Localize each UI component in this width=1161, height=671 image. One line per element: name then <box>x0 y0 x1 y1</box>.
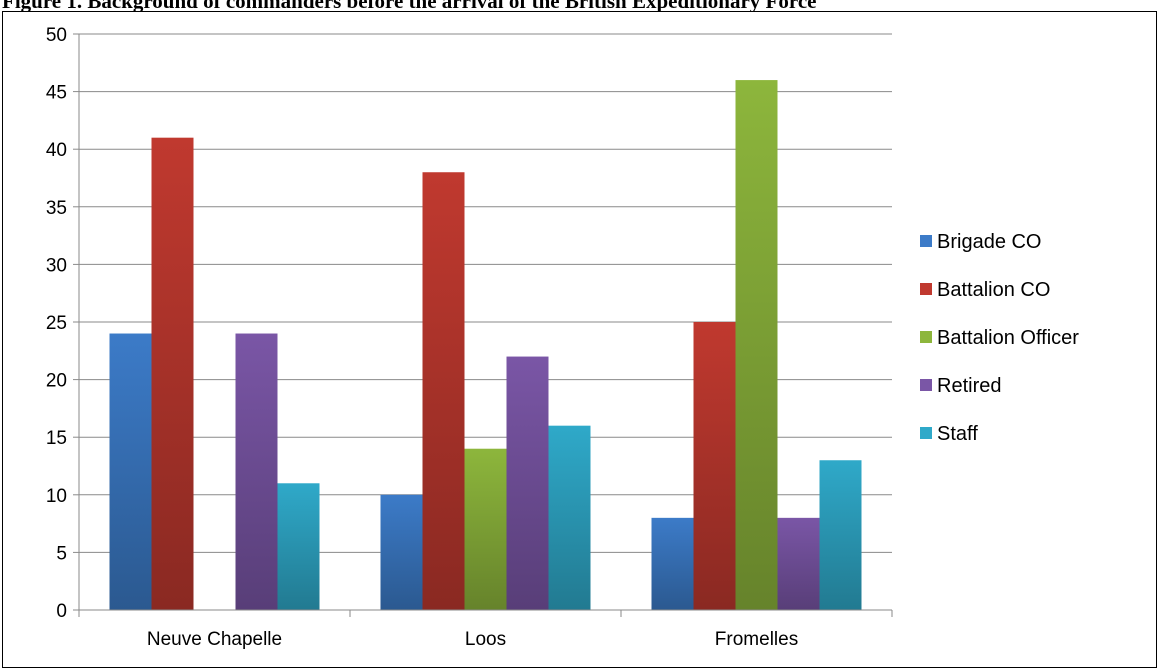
bar-retired-fromelles <box>777 517 820 610</box>
y-tick-labels: 0 5 10 15 20 25 30 35 40 45 50 <box>46 25 67 622</box>
bar-battalion-officer-loos <box>464 448 507 610</box>
legend-swatch <box>920 235 932 247</box>
legend-swatch <box>920 427 932 439</box>
y-tick-label: 40 <box>46 140 67 161</box>
legend-label: Battalion CO <box>937 279 1050 301</box>
x-tick-label: Fromelles <box>715 629 798 650</box>
legend-label: Battalion Officer <box>937 327 1079 349</box>
legend-label: Retired <box>937 375 1001 397</box>
y-tick-label: 10 <box>46 486 67 507</box>
y-tick-label: 0 <box>56 601 67 622</box>
bar-battalion-co-fromelles <box>693 322 736 610</box>
legend-swatch <box>920 331 932 343</box>
y-tick-label: 50 <box>46 25 67 46</box>
legend-swatch <box>920 283 932 295</box>
axes <box>73 33 893 617</box>
bar-staff-neuve-chapelle <box>277 483 320 610</box>
bar-brigade-co-loos <box>380 494 423 610</box>
chart-frame <box>2 11 1157 668</box>
bar-retired-loos <box>506 356 549 610</box>
y-tick-label: 15 <box>46 428 67 449</box>
legend-label: Staff <box>937 423 978 445</box>
bar-brigade-co-neuve-chapelle <box>109 333 152 610</box>
y-tick-label: 5 <box>56 543 67 564</box>
bar-staff-fromelles <box>819 460 862 610</box>
x-tick-label: Loos <box>465 629 506 650</box>
bar-retired-neuve-chapelle <box>235 333 278 610</box>
legend: Brigade CO Battalion CO Battalion Officer R… <box>920 231 1079 445</box>
legend-swatch <box>920 379 932 391</box>
y-tick-label: 45 <box>46 83 67 104</box>
bar-staff-loos <box>548 425 591 610</box>
bar-battalion-officer-fromelles <box>735 80 778 610</box>
bar-battalion-co-loos <box>422 172 465 611</box>
x-tick-labels: Neuve Chapelle Loos Fromelles <box>147 629 798 650</box>
y-tick-label: 35 <box>46 198 67 219</box>
y-tick-label: 25 <box>46 313 67 334</box>
bar-brigade-co-fromelles <box>651 517 694 610</box>
chart-title: Figure 1. Background of commanders befor… <box>2 0 817 12</box>
y-tick-label: 30 <box>46 255 67 276</box>
x-tick-label: Neuve Chapelle <box>147 629 282 650</box>
legend-label: Brigade CO <box>937 231 1042 253</box>
bars <box>109 80 862 611</box>
bar-battalion-co-neuve-chapelle <box>151 137 194 610</box>
y-tick-label: 20 <box>46 371 67 392</box>
